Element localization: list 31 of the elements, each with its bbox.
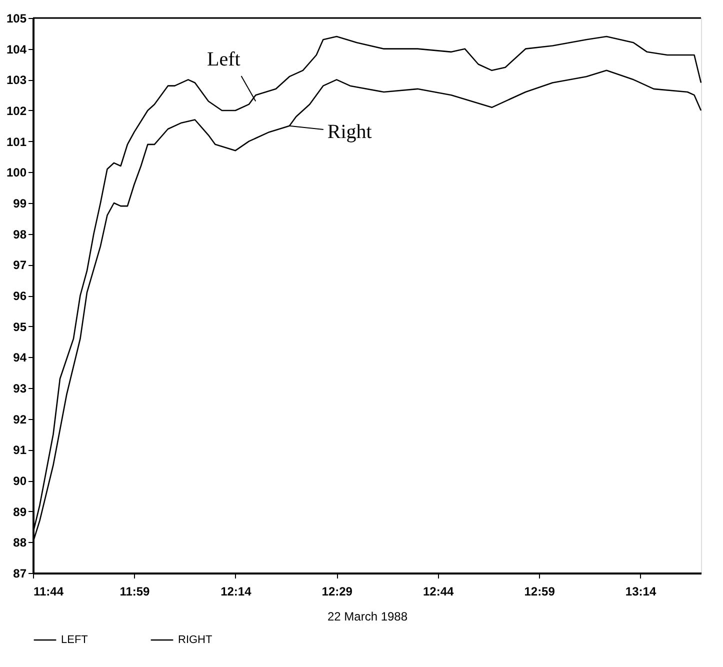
annotation: Right [327,120,372,143]
y-tick-label: 95 [13,320,27,334]
x-tick-label: 12:29 [322,584,353,598]
x-tick-label: 12:14 [220,584,252,598]
y-tick-label: 100 [6,166,27,180]
x-tick-label: 11:44 [34,584,64,598]
x-axis-title: 22 March 1988 [327,610,408,624]
y-tick-label: 97 [13,258,27,272]
x-tick-label: 11:59 [120,584,150,598]
y-tick-label: 98 [13,227,27,242]
annotation: Left [207,48,241,70]
x-tick-label: 13:14 [625,584,656,598]
y-tick-label: 91 [13,443,27,458]
y-tick-label: 92 [13,412,27,426]
x-tick-label: 12:59 [524,584,556,598]
y-tick-label: 99 [13,196,27,210]
y-tick-label: 89 [13,504,27,519]
legend-label: RIGHT [178,634,212,646]
y-tick-label: 105 [6,12,27,26]
y-tick-label: 88 [13,536,27,550]
y-tick-label: 104 [6,42,27,56]
y-tick-label: 103 [6,73,27,88]
y-tick-label: 93 [13,382,27,396]
y-tick-label: 101 [6,134,27,149]
x-tick-label: 12:44 [422,584,454,598]
y-tick-label: 90 [13,474,27,488]
y-tick-label: 96 [13,289,27,303]
y-tick-label: 102 [6,104,27,118]
legend-label: LEFT [61,634,88,646]
y-tick-label: 87 [13,566,27,580]
y-tick-label: 94 [13,350,27,365]
